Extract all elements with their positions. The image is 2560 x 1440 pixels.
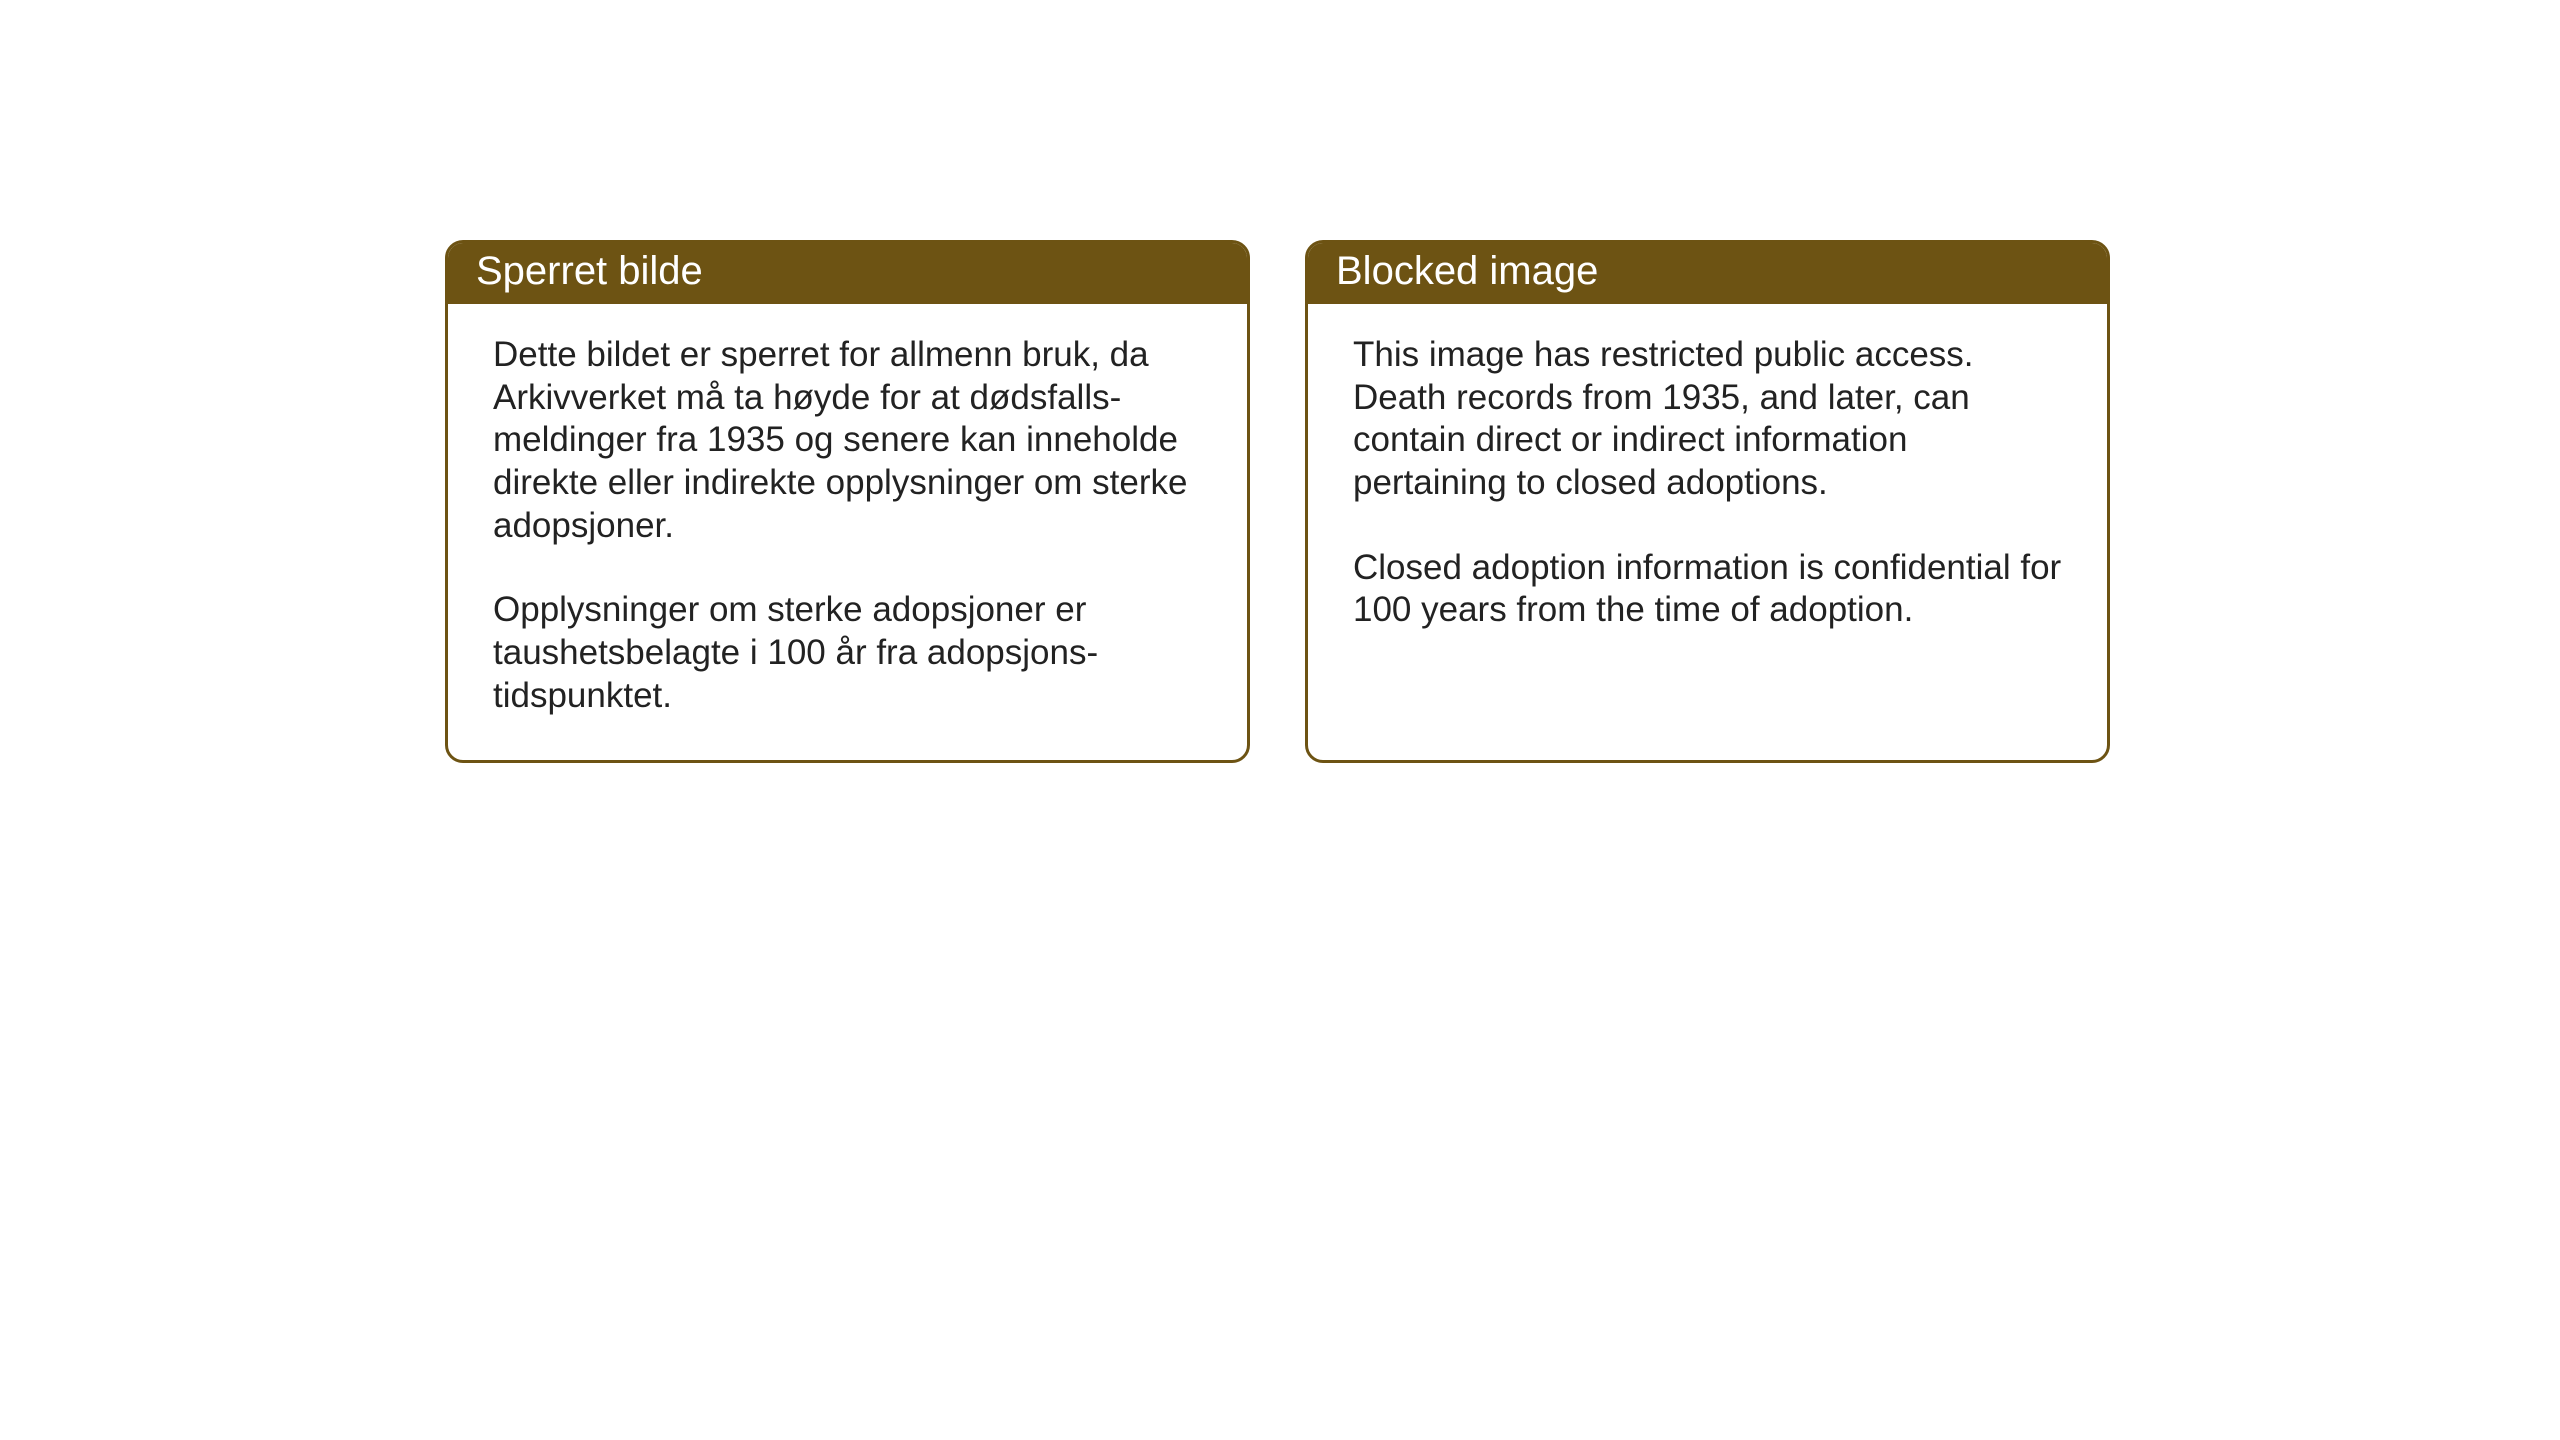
card-body-english: This image has restricted public access.… [1308, 304, 2107, 674]
notice-card-english: Blocked image This image has restricted … [1305, 240, 2110, 763]
notice-paragraph-2-english: Closed adoption information is confident… [1353, 547, 2062, 632]
notice-paragraph-1-norwegian: Dette bildet er sperret for allmenn bruk… [493, 334, 1202, 547]
notice-cards-container: Sperret bilde Dette bildet er sperret fo… [445, 240, 2110, 763]
notice-paragraph-2-norwegian: Opplysninger om sterke adopsjoner er tau… [493, 589, 1202, 717]
card-header-english: Blocked image [1308, 243, 2107, 304]
notice-paragraph-1-english: This image has restricted public access.… [1353, 334, 2062, 505]
notice-card-norwegian: Sperret bilde Dette bildet er sperret fo… [445, 240, 1250, 763]
card-body-norwegian: Dette bildet er sperret for allmenn bruk… [448, 304, 1247, 760]
card-header-norwegian: Sperret bilde [448, 243, 1247, 304]
